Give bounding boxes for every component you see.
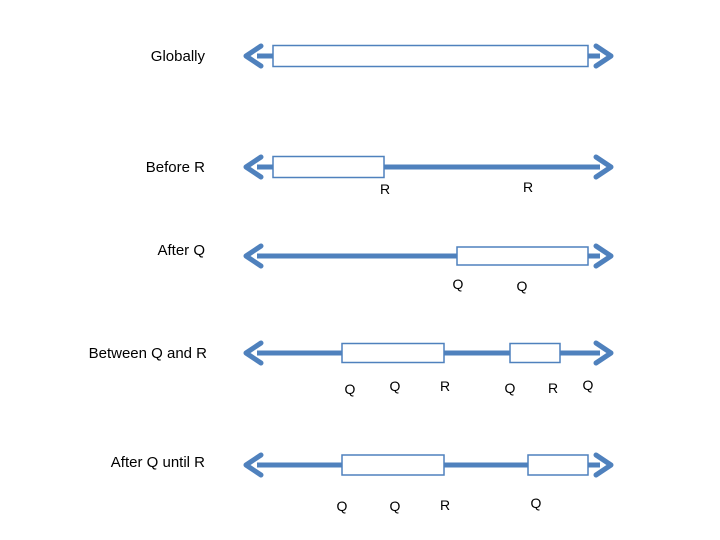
row-label-globally: Globally [150, 48, 205, 65]
event-label-r: R [547, 380, 559, 396]
scope-box-after-q-until-r [527, 454, 589, 476]
event-label-q: Q [582, 377, 594, 393]
row-label-after-q-until-r: After Q until R [110, 454, 205, 471]
arrowhead-right-icon [593, 43, 614, 69]
event-label-q: Q [530, 495, 542, 511]
arrowhead-left-icon [243, 243, 264, 269]
arrowhead-right-icon [593, 243, 614, 269]
event-label-q: Q [389, 378, 401, 394]
event-label-q: Q [336, 498, 348, 514]
event-label-r: R [522, 179, 534, 195]
arrowhead-left-icon [243, 154, 264, 180]
arrowhead-right-icon [593, 340, 614, 366]
scope-box-after-q-until-r [341, 454, 445, 476]
scope-box-between-q-and-r [509, 342, 561, 364]
event-label-r: R [379, 181, 391, 197]
event-label-r: R [439, 497, 451, 513]
event-label-q: Q [504, 380, 516, 396]
event-label-q: Q [389, 498, 401, 514]
row-label-between-q-and-r: Between Q and R [88, 345, 207, 362]
arrowhead-left-icon [243, 452, 264, 478]
arrowhead-left-icon [243, 43, 264, 69]
row-label-before-r: Before R [145, 159, 205, 176]
arrowhead-right-icon [593, 452, 614, 478]
event-label-q: Q [452, 276, 464, 292]
event-label-r: R [439, 378, 451, 394]
scope-box-globally [272, 44, 589, 68]
event-label-q: Q [344, 381, 356, 397]
scope-box-after-q [456, 246, 589, 266]
event-label-q: Q [516, 278, 528, 294]
arrowhead-left-icon [243, 340, 264, 366]
arrowhead-right-icon [593, 154, 614, 180]
row-label-after-q: After Q [157, 242, 205, 259]
scope-box-before-r [272, 155, 385, 179]
scope-box-between-q-and-r [341, 342, 445, 364]
